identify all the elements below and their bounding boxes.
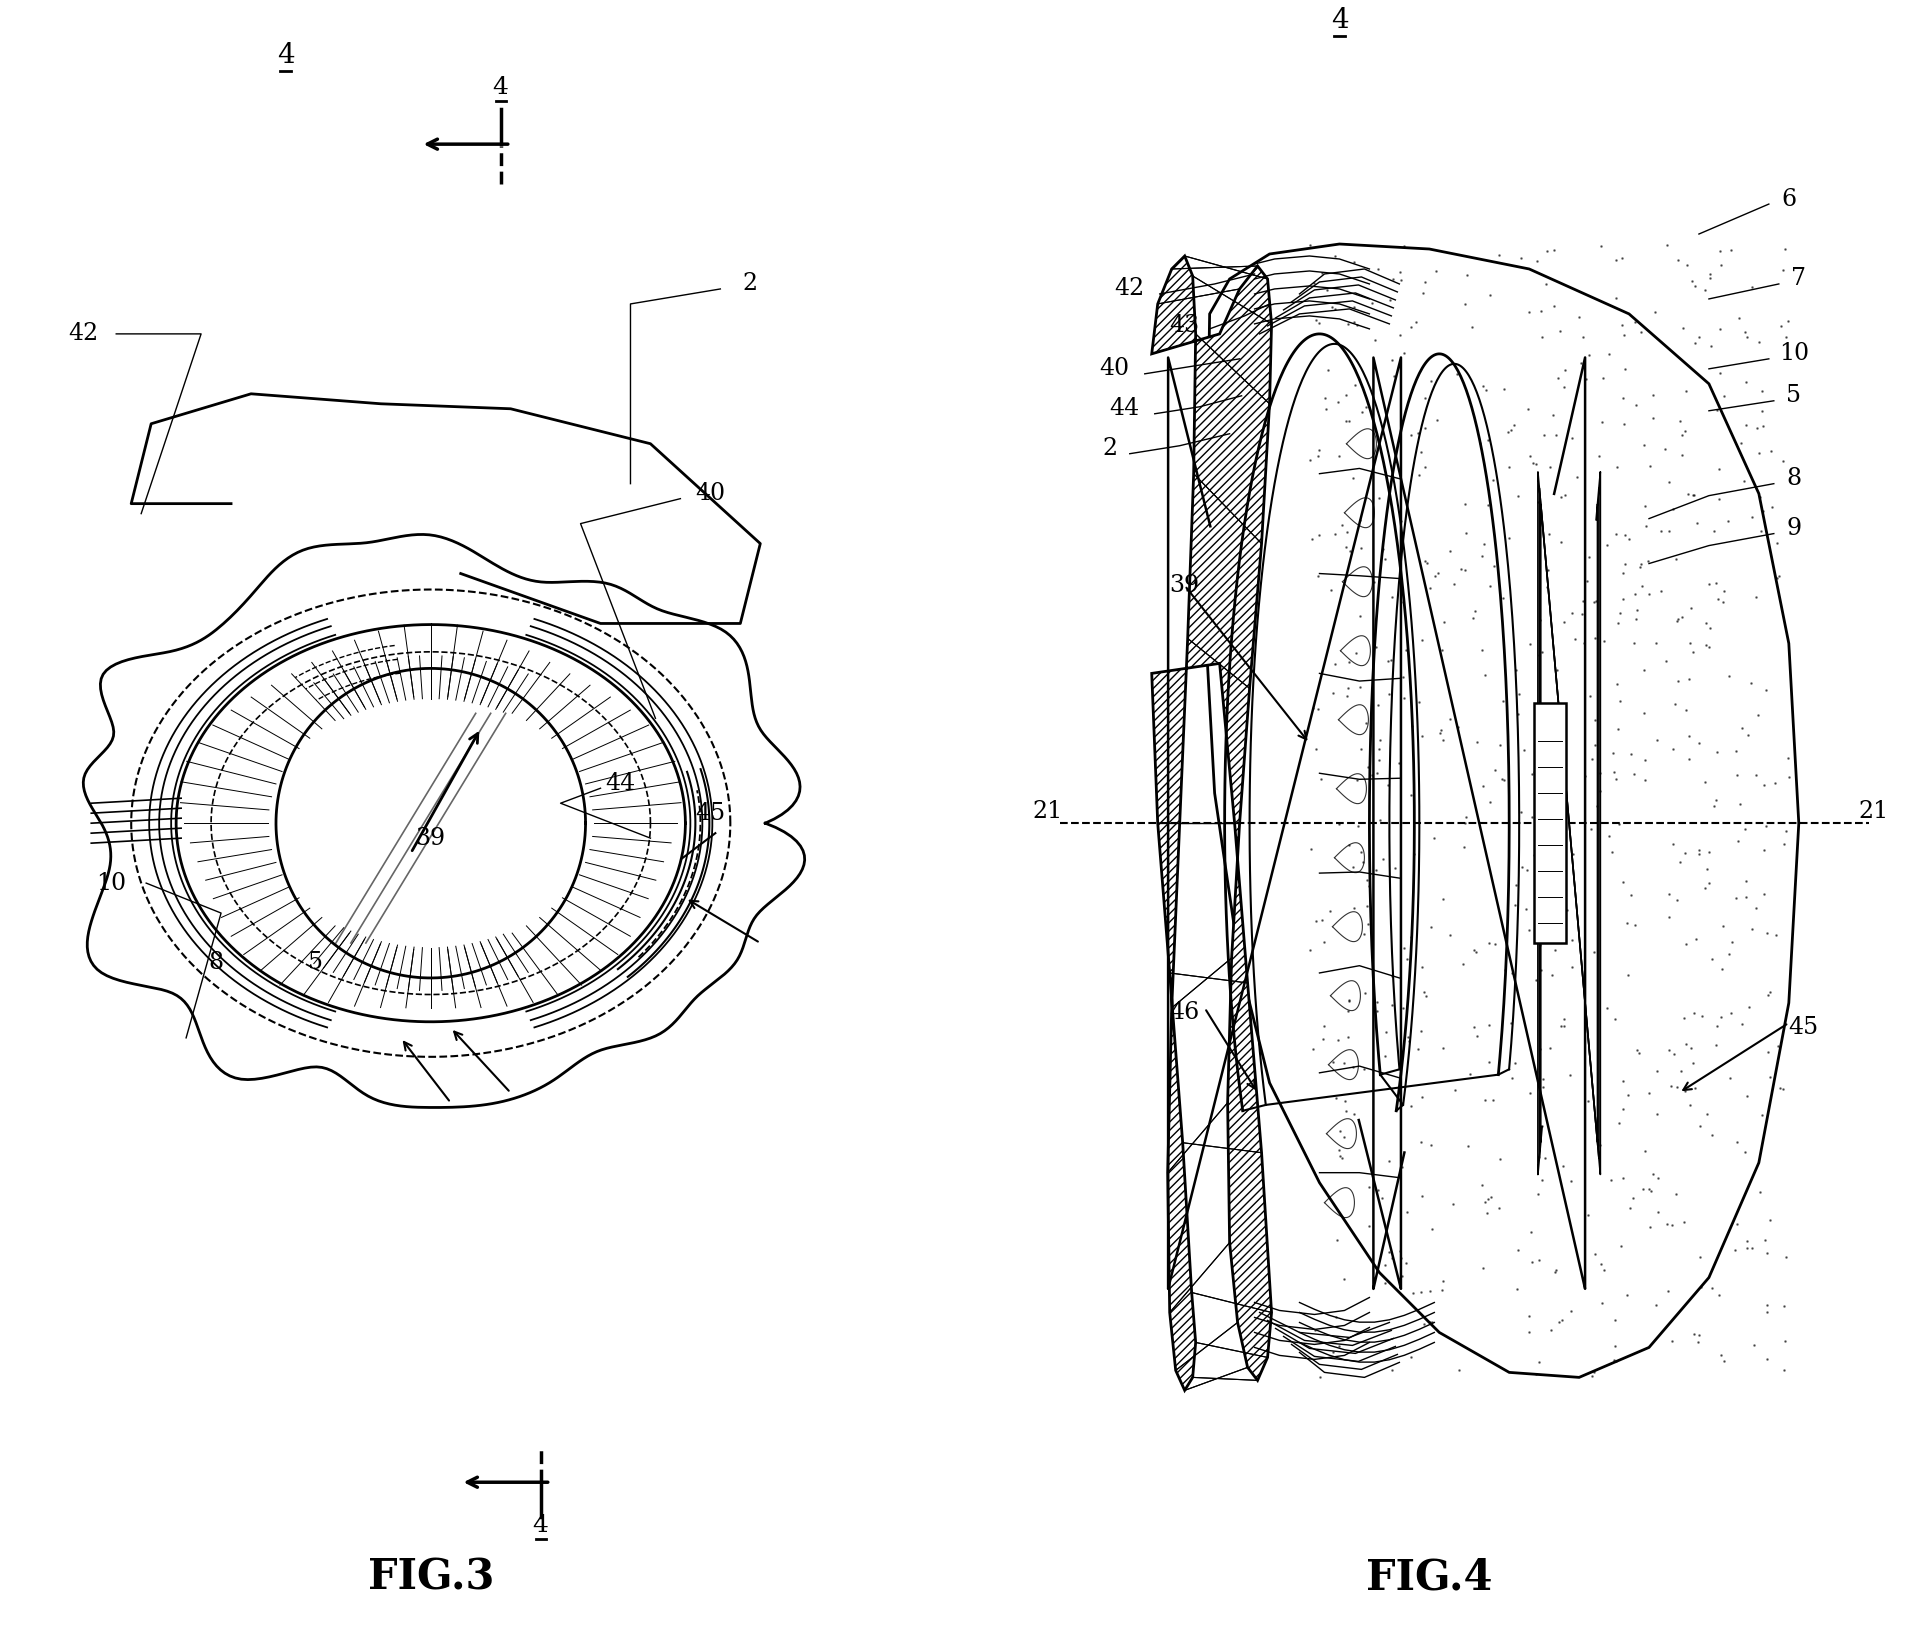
Text: 9: 9 <box>1786 517 1801 540</box>
Text: 44: 44 <box>1109 397 1140 420</box>
Text: 42: 42 <box>67 322 98 345</box>
Text: 5: 5 <box>1786 384 1801 407</box>
Text: 2: 2 <box>1101 437 1117 460</box>
Text: 7: 7 <box>1791 268 1807 291</box>
Text: 45: 45 <box>1789 1016 1818 1039</box>
Text: 40: 40 <box>696 483 725 506</box>
Text: 5: 5 <box>308 951 323 974</box>
Text: FIG.3: FIG.3 <box>367 1557 494 1598</box>
Text: 2: 2 <box>742 273 757 296</box>
Text: 4: 4 <box>1330 7 1347 34</box>
Text: 44: 44 <box>605 772 636 795</box>
Text: 42: 42 <box>1115 277 1146 300</box>
Text: FIG.4: FIG.4 <box>1367 1557 1493 1598</box>
Text: 10: 10 <box>1778 342 1809 366</box>
Text: 4: 4 <box>492 76 509 99</box>
Text: 21: 21 <box>1859 800 1889 823</box>
Polygon shape <box>1151 256 1272 1391</box>
Polygon shape <box>1205 245 1799 1378</box>
Text: 4: 4 <box>277 43 294 69</box>
Text: 8: 8 <box>1786 468 1801 491</box>
Text: 46: 46 <box>1170 1002 1199 1025</box>
Text: 6: 6 <box>1782 187 1797 210</box>
Text: 39: 39 <box>415 826 446 849</box>
Text: 45: 45 <box>696 801 725 824</box>
Text: 10: 10 <box>96 872 127 895</box>
Text: 40: 40 <box>1099 358 1130 381</box>
Text: 39: 39 <box>1170 575 1199 598</box>
Bar <box>1534 703 1566 943</box>
Text: 43: 43 <box>1170 314 1199 337</box>
Text: 4: 4 <box>532 1514 548 1537</box>
Text: 21: 21 <box>1032 800 1063 823</box>
Text: 8: 8 <box>208 951 223 974</box>
